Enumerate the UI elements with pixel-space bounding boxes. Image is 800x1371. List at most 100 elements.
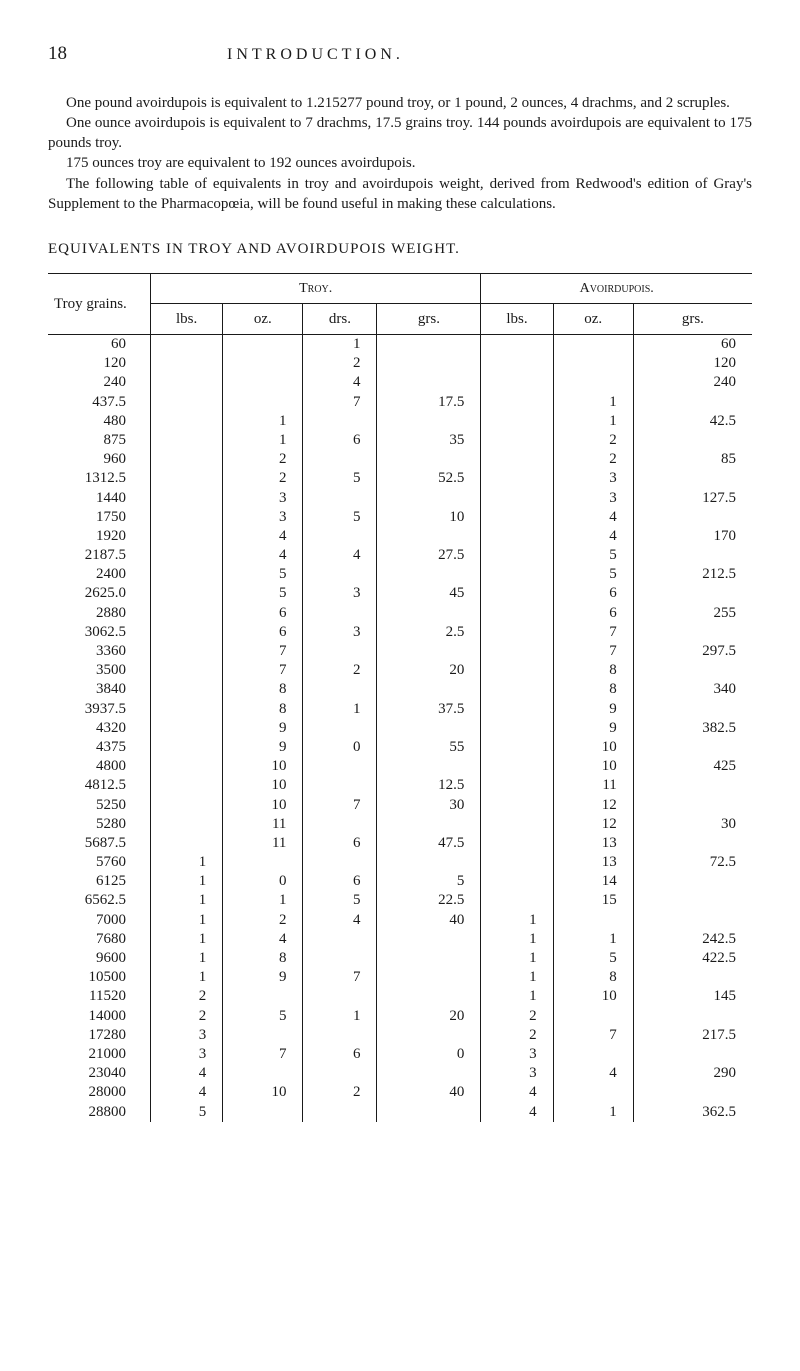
cell-av-grs	[633, 911, 752, 930]
cell-av-grs	[633, 546, 752, 565]
cell-av-grs	[633, 393, 752, 412]
cell-troy-lbs	[151, 642, 223, 661]
col-group-troy: Troy.	[151, 273, 481, 303]
cell-troy-grains: 4375	[48, 738, 151, 757]
cell-troy-lbs: 1	[151, 930, 223, 949]
cell-av-lbs	[481, 335, 553, 355]
cell-troy-oz: 1	[223, 431, 303, 450]
cell-av-lbs	[481, 642, 553, 661]
cell-av-oz: 13	[553, 853, 633, 872]
cell-av-oz: 10	[553, 738, 633, 757]
cell-troy-lbs	[151, 450, 223, 469]
equivalents-table: Troy grains. Troy. Avoirdupois. lbs. oz.…	[48, 273, 752, 1122]
table-row: 280004102404	[48, 1083, 752, 1102]
cell-av-grs: 127.5	[633, 489, 752, 508]
cell-troy-drs: 7	[303, 393, 377, 412]
cell-troy-grains: 21000	[48, 1045, 151, 1064]
table-row: 96001815422.5	[48, 949, 752, 968]
cell-troy-oz: 8	[223, 949, 303, 968]
table-row: 48001010425	[48, 757, 752, 776]
intro-paragraph-1: One pound avoirdupois is equivalent to 1…	[48, 93, 752, 113]
cell-troy-grains: 6125	[48, 872, 151, 891]
cell-troy-grains: 11520	[48, 987, 151, 1006]
cell-av-oz: 5	[553, 565, 633, 584]
cell-av-oz: 4	[553, 527, 633, 546]
cell-av-lbs	[481, 815, 553, 834]
cell-troy-oz	[223, 354, 303, 373]
cell-av-lbs	[481, 757, 553, 776]
cell-troy-drs: 2	[303, 1083, 377, 1102]
cell-troy-lbs	[151, 412, 223, 431]
cell-av-lbs: 1	[481, 987, 553, 1006]
cell-troy-oz: 11	[223, 834, 303, 853]
table-row: 437.5717.51	[48, 393, 752, 412]
cell-av-lbs: 3	[481, 1064, 553, 1083]
table-row: 52501073012	[48, 796, 752, 815]
cell-av-lbs	[481, 412, 553, 431]
cell-av-lbs	[481, 661, 553, 680]
cell-av-grs: 297.5	[633, 642, 752, 661]
cell-troy-oz: 6	[223, 623, 303, 642]
cell-troy-drs	[303, 489, 377, 508]
cell-troy-grs: 30	[377, 796, 481, 815]
cell-troy-drs: 7	[303, 796, 377, 815]
table-row: 5687.511647.513	[48, 834, 752, 853]
cell-av-oz	[553, 911, 633, 930]
cell-troy-grs	[377, 527, 481, 546]
cell-troy-drs: 2	[303, 354, 377, 373]
cell-av-lbs	[481, 508, 553, 527]
table-row: 384088340	[48, 680, 752, 699]
cell-troy-oz: 5	[223, 1007, 303, 1026]
col-group-avoirdupois: Avoirdupois.	[481, 273, 752, 303]
cell-troy-oz: 1	[223, 891, 303, 910]
cell-av-grs	[633, 891, 752, 910]
cell-troy-grains: 2187.5	[48, 546, 151, 565]
cell-av-oz	[553, 354, 633, 373]
col-av-oz: oz.	[553, 303, 633, 335]
cell-av-grs	[633, 738, 752, 757]
cell-troy-lbs: 2	[151, 987, 223, 1006]
cell-troy-drs: 4	[303, 546, 377, 565]
cell-troy-lbs	[151, 719, 223, 738]
cell-troy-drs	[303, 1064, 377, 1083]
cell-av-oz: 4	[553, 1064, 633, 1083]
cell-troy-grs	[377, 604, 481, 623]
cell-troy-lbs	[151, 834, 223, 853]
cell-av-lbs: 1	[481, 968, 553, 987]
cell-troy-drs	[303, 450, 377, 469]
cell-troy-grs: 20	[377, 661, 481, 680]
cell-av-grs: 170	[633, 527, 752, 546]
cell-av-oz: 9	[553, 719, 633, 738]
cell-troy-grs: 40	[377, 911, 481, 930]
cell-troy-oz: 9	[223, 738, 303, 757]
table-row: 9602285	[48, 450, 752, 469]
cell-av-grs: 42.5	[633, 412, 752, 431]
cell-av-oz: 2	[553, 431, 633, 450]
cell-av-oz: 1	[553, 1103, 633, 1122]
cell-troy-oz: 8	[223, 680, 303, 699]
cell-troy-grs: 12.5	[377, 776, 481, 795]
cell-av-grs: 290	[633, 1064, 752, 1083]
table-row: 87516352	[48, 431, 752, 450]
cell-troy-lbs	[151, 623, 223, 642]
cell-av-oz: 7	[553, 642, 633, 661]
cell-troy-grs	[377, 354, 481, 373]
cell-troy-lbs: 4	[151, 1083, 223, 1102]
cell-troy-drs: 1	[303, 700, 377, 719]
intro-paragraph-4: The following table of equivalents in tr…	[48, 174, 752, 215]
cell-av-oz	[553, 1045, 633, 1064]
cell-av-lbs	[481, 431, 553, 450]
cell-av-grs	[633, 968, 752, 987]
cell-troy-drs: 2	[303, 661, 377, 680]
cell-troy-grs	[377, 719, 481, 738]
cell-troy-grs	[377, 565, 481, 584]
cell-troy-oz: 5	[223, 584, 303, 603]
cell-troy-drs	[303, 930, 377, 949]
cell-troy-grains: 1312.5	[48, 469, 151, 488]
page-header: 18 INTRODUCTION.	[48, 40, 752, 69]
cell-av-oz	[553, 373, 633, 392]
cell-troy-lbs	[151, 489, 223, 508]
cell-troy-drs	[303, 642, 377, 661]
cell-troy-lbs: 1	[151, 968, 223, 987]
table-row: 4801142.5	[48, 412, 752, 431]
